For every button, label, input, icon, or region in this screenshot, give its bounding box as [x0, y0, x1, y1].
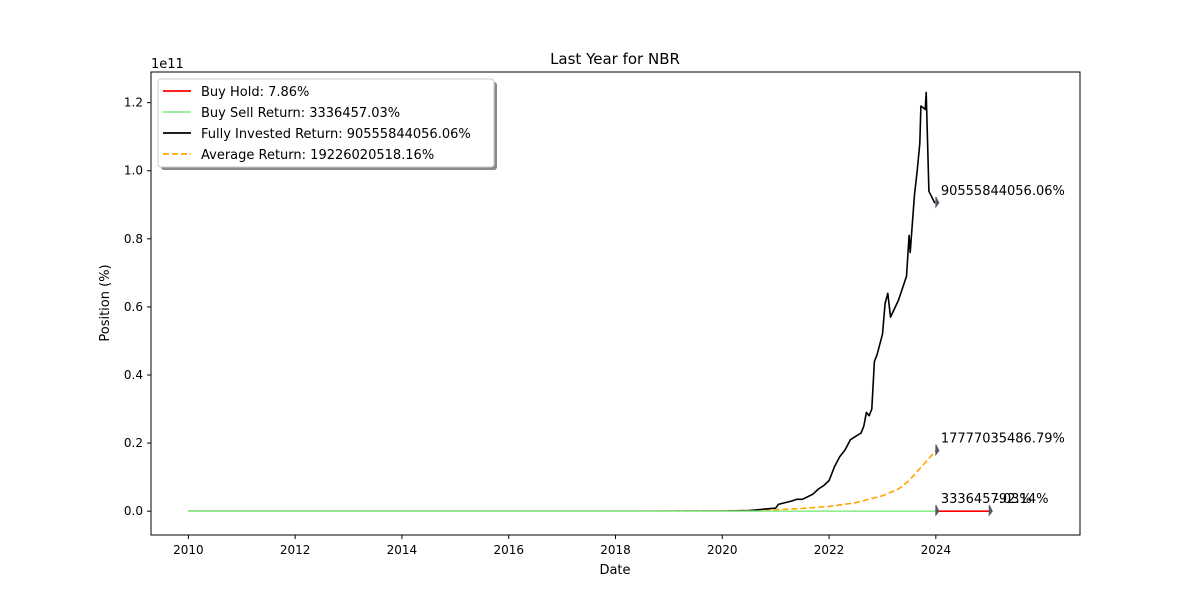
x-axis: 2010 2012 2014 2016 2018 2020 2022 2024 [173, 535, 951, 557]
annotation-label: 17777035486.79% [941, 432, 1065, 447]
legend-entry: Buy Hold: 7.86% [201, 85, 309, 100]
y-tick-label: 0.8 [124, 232, 143, 246]
x-tick-label: 2012 [280, 543, 311, 557]
series-line-3 [188, 450, 937, 513]
annotation-label: 90555844056.06% [941, 184, 1065, 199]
annotation-marker [935, 504, 940, 517]
y-tick-label: 0.0 [124, 504, 143, 518]
y-tick-label: 0.4 [124, 368, 143, 382]
legend-box [157, 78, 495, 168]
annotation-marker [988, 504, 993, 517]
y-tick-label: 1.0 [124, 164, 143, 178]
y-axis: 0.0 0.2 0.4 0.6 0.8 1.0 1.2 [124, 96, 151, 518]
legend-entry: Average Return: 19226020518.16% [201, 148, 434, 163]
y-tick-label: 0.6 [124, 300, 143, 314]
x-tick-label: 2022 [814, 543, 845, 557]
y-tick-label: 0.2 [124, 436, 143, 450]
annotation-label: 3336457.03% [941, 492, 1032, 507]
legend: Buy Hold: 7.86% Buy Sell Return: 3336457.… [157, 78, 497, 170]
plot-area [188, 91, 990, 513]
annotation-label: -92.14% [994, 492, 1048, 507]
legend-entry: Buy Sell Return: 3336457.03% [201, 106, 400, 121]
x-tick-label: 2020 [707, 543, 738, 557]
y-axis-label: Position (%) [98, 264, 113, 341]
x-tick-label: 2024 [921, 543, 952, 557]
legend-entry: Fully Invested Return: 90555844056.06% [201, 127, 471, 142]
y-offset-label: 1e11 [151, 57, 184, 72]
annotation-marker [935, 196, 940, 209]
x-tick-label: 2018 [600, 543, 631, 557]
x-tick-label: 2016 [493, 543, 524, 557]
x-tick-label: 2014 [387, 543, 418, 557]
series-line-2 [188, 91, 936, 513]
chart-title: Last Year for NBR [550, 50, 680, 68]
x-axis-label: Date [599, 563, 630, 578]
y-tick-label: 1.2 [124, 96, 143, 110]
annotation-marker [935, 444, 940, 457]
annotations: 90555844056.06% 17777035486.79% 3336457.03… [935, 184, 1065, 517]
x-tick-label: 2010 [173, 543, 204, 557]
